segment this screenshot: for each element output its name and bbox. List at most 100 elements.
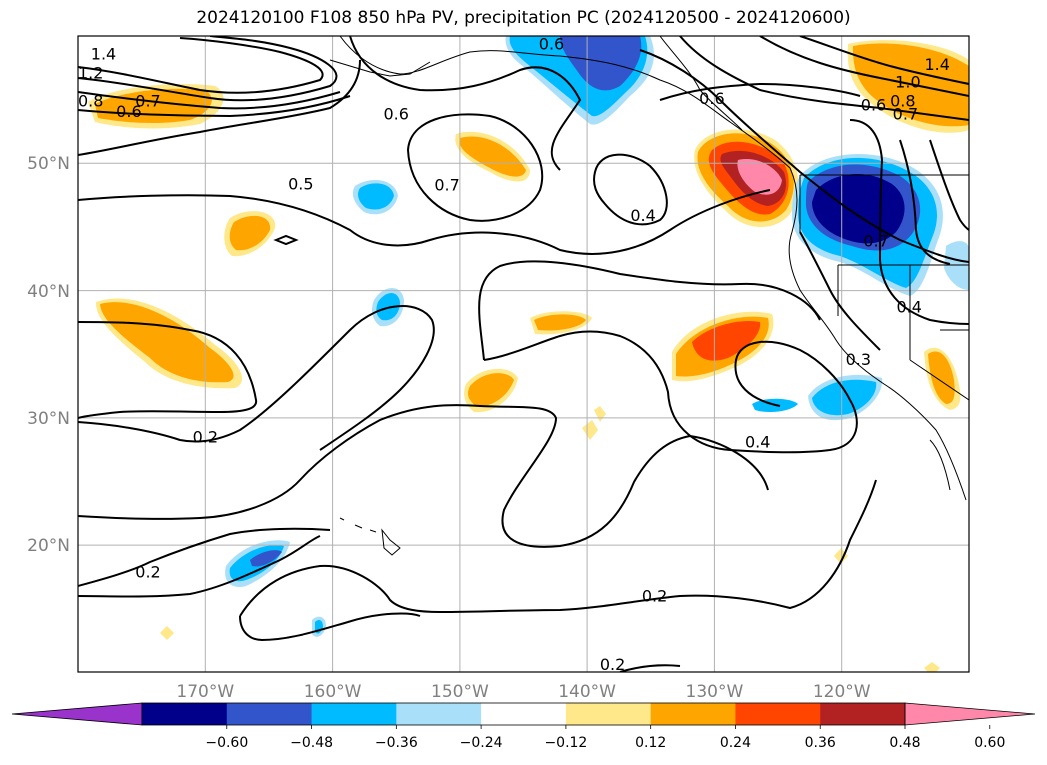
precip-negative-area: [358, 183, 394, 210]
contour-label: 0.6: [539, 34, 564, 53]
contour-line: [759, 36, 969, 97]
contour-line: [78, 95, 351, 118]
contour-label: 1.4: [91, 45, 116, 64]
contour-line: [78, 36, 338, 102]
lon-tick-label: 150°W: [431, 682, 489, 702]
precip-positive-area: [582, 420, 598, 440]
contour-line: [593, 153, 668, 226]
colorbar-extend-low: [11, 702, 143, 726]
precip-positive-area: [534, 314, 586, 331]
precip-positive-area: [924, 662, 940, 672]
precip-negative-area: [376, 293, 400, 321]
contour-line: [679, 36, 969, 121]
contour-line: [78, 535, 321, 598]
colorbar-swatch: [142, 703, 228, 725]
colorbar-swatch: [820, 703, 906, 725]
colorbar-swatch: [396, 703, 482, 725]
contour-label: 0.6: [116, 102, 141, 121]
contour-line: [619, 664, 681, 672]
colorbar-label: 0.48: [889, 735, 920, 751]
precip-positive-area: [229, 215, 271, 251]
colorbar-frame: [141, 702, 906, 726]
colorbar: −0.60 −0.48 −0.36 −0.24 −0.12 0.12 0.24 0.36 0.4…: [11, 702, 1036, 751]
contour-label: 0.2: [193, 428, 218, 447]
lat-axis: 20°N 30°N 40°N 50°N: [27, 154, 70, 556]
colorbar-swatch: [311, 703, 397, 725]
contour-labels: 1.41.21.00.80.60.70.60.5 0.70.60.6 0.60.41…: [53, 34, 950, 674]
contour-label: 0.7: [893, 104, 918, 123]
lat-tick-label: 20°N: [27, 536, 70, 556]
contour-label: 0.4: [896, 298, 921, 317]
contour-line: [78, 527, 331, 587]
contour-label: 0.3: [846, 350, 871, 369]
contour-label: 1.0: [53, 79, 78, 98]
contour-label: 0.5: [288, 174, 313, 193]
contour-line: [78, 37, 324, 94]
precip-positive-area: [737, 159, 782, 195]
colorbar-label: −0.24: [460, 735, 503, 751]
contour-label: 0.2: [642, 587, 667, 606]
lon-tick-label: 140°W: [558, 682, 616, 702]
lon-tick-label: 160°W: [304, 682, 362, 702]
pv-contours: [78, 36, 969, 672]
contour-line: [899, 139, 951, 265]
precip-positive-area: [928, 351, 955, 404]
lon-tick-label: 130°W: [686, 682, 744, 702]
contour-line: [406, 113, 544, 222]
lat-tick-label: 30°N: [27, 409, 70, 429]
contour-line: [78, 321, 258, 419]
lon-axis: 170°W 160°W 150°W 140°W 130°W 120°W: [176, 682, 870, 702]
contour-label: 1.2: [78, 64, 103, 83]
colorbar-label: −0.12: [544, 735, 587, 751]
precip-positive-area: [459, 136, 526, 177]
contour-label: 0.2: [135, 562, 160, 581]
contour-label: 0.7: [434, 176, 459, 195]
contour-line: [78, 91, 341, 110]
precip-positive-area: [692, 320, 761, 361]
contour-label: 0.6: [699, 89, 724, 108]
contour-line: [639, 49, 969, 263]
lat-tick-label: 40°N: [27, 282, 70, 302]
precip-negative-area: [812, 379, 877, 416]
contour-line: [849, 119, 969, 325]
contour-line: [273, 234, 299, 246]
contour-line: [78, 305, 435, 451]
colorbar-label: 0.36: [805, 735, 836, 751]
colorbar-label: 0.60: [974, 735, 1005, 751]
colorbar-swatch: [735, 703, 821, 725]
contour-line: [78, 59, 361, 156]
contour-label: 0.4: [745, 433, 770, 452]
contour-label: 0.8: [890, 92, 915, 111]
contour-label: 1.0: [895, 73, 920, 92]
precip-negative-area: [560, 36, 642, 91]
colorbar-label: −0.48: [290, 735, 333, 751]
map-frame: [77, 35, 970, 673]
map-panel[interactable]: 1.41.21.00.80.60.70.60.5 0.70.60.6 0.60.41…: [53, 34, 970, 676]
contour-line: [483, 330, 858, 454]
colorbar-label: −0.36: [375, 735, 418, 751]
colorbar-swatch: [481, 703, 567, 725]
contour-line: [78, 404, 769, 548]
contour-line: [239, 479, 877, 617]
map-title: 2024120100 F108 850 hPa PV, precipitatio…: [196, 8, 851, 28]
contour-line: [929, 139, 969, 231]
lon-tick-label: 120°W: [813, 682, 871, 702]
contour-line: [478, 260, 821, 361]
precip-negative-area: [944, 241, 969, 290]
colorbar-swatch: [565, 703, 652, 725]
colorbar-swatch: [226, 703, 313, 725]
contour-line: [659, 82, 861, 101]
contour-line: [239, 612, 421, 642]
lat-tick-label: 50°N: [27, 154, 70, 174]
colorbar-label: 0.24: [720, 735, 751, 751]
contour-line: [799, 36, 969, 85]
contour-label: 0.4: [630, 206, 655, 225]
colorbar-label: −0.60: [205, 735, 248, 751]
colorbar-extend-high: [904, 702, 1036, 726]
contour-label: 0.7: [135, 92, 160, 111]
contour-label: 0.2: [600, 655, 625, 674]
lon-tick-label: 170°W: [176, 682, 234, 702]
colorbar-swatch: [650, 703, 736, 725]
precip-positive-area: [468, 373, 514, 407]
